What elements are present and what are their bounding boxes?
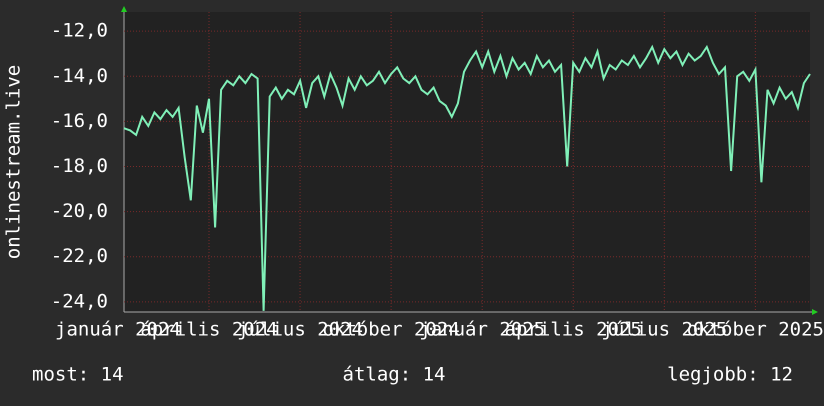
summary-best: legjobb: 12 [667, 364, 793, 386]
x-tick-label: április 2025 [505, 319, 642, 341]
x-tick-label: október 2024 [322, 319, 459, 341]
x-tick-label: október 2025 [687, 319, 824, 341]
summary-current: most: 14 [32, 364, 124, 386]
y-axis-label: onlinestream.live [3, 65, 25, 259]
x-tick-label: január 2025 [419, 319, 545, 341]
x-tick-label: július 2025 [601, 319, 727, 341]
plot-area [124, 12, 810, 312]
y-tick-label: -22,0 [51, 245, 108, 267]
x-tick-label: április 2024 [140, 319, 277, 341]
y-tick-label: -14,0 [51, 65, 108, 87]
y-tick-label: -20,0 [51, 200, 108, 222]
y-axis-arrow [121, 6, 127, 12]
y-tick-label: -12,0 [51, 20, 108, 42]
y-tick-label: -16,0 [51, 110, 108, 132]
data-line [123, 44, 811, 311]
y-tick-label: -24,0 [51, 290, 108, 312]
x-tick-label: január 2024 [55, 319, 181, 341]
summary-average: átlag: 14 [343, 364, 446, 386]
y-tick-label: -18,0 [51, 155, 108, 177]
x-tick-label: július 2024 [237, 319, 363, 341]
x-axis-arrow [812, 309, 818, 315]
